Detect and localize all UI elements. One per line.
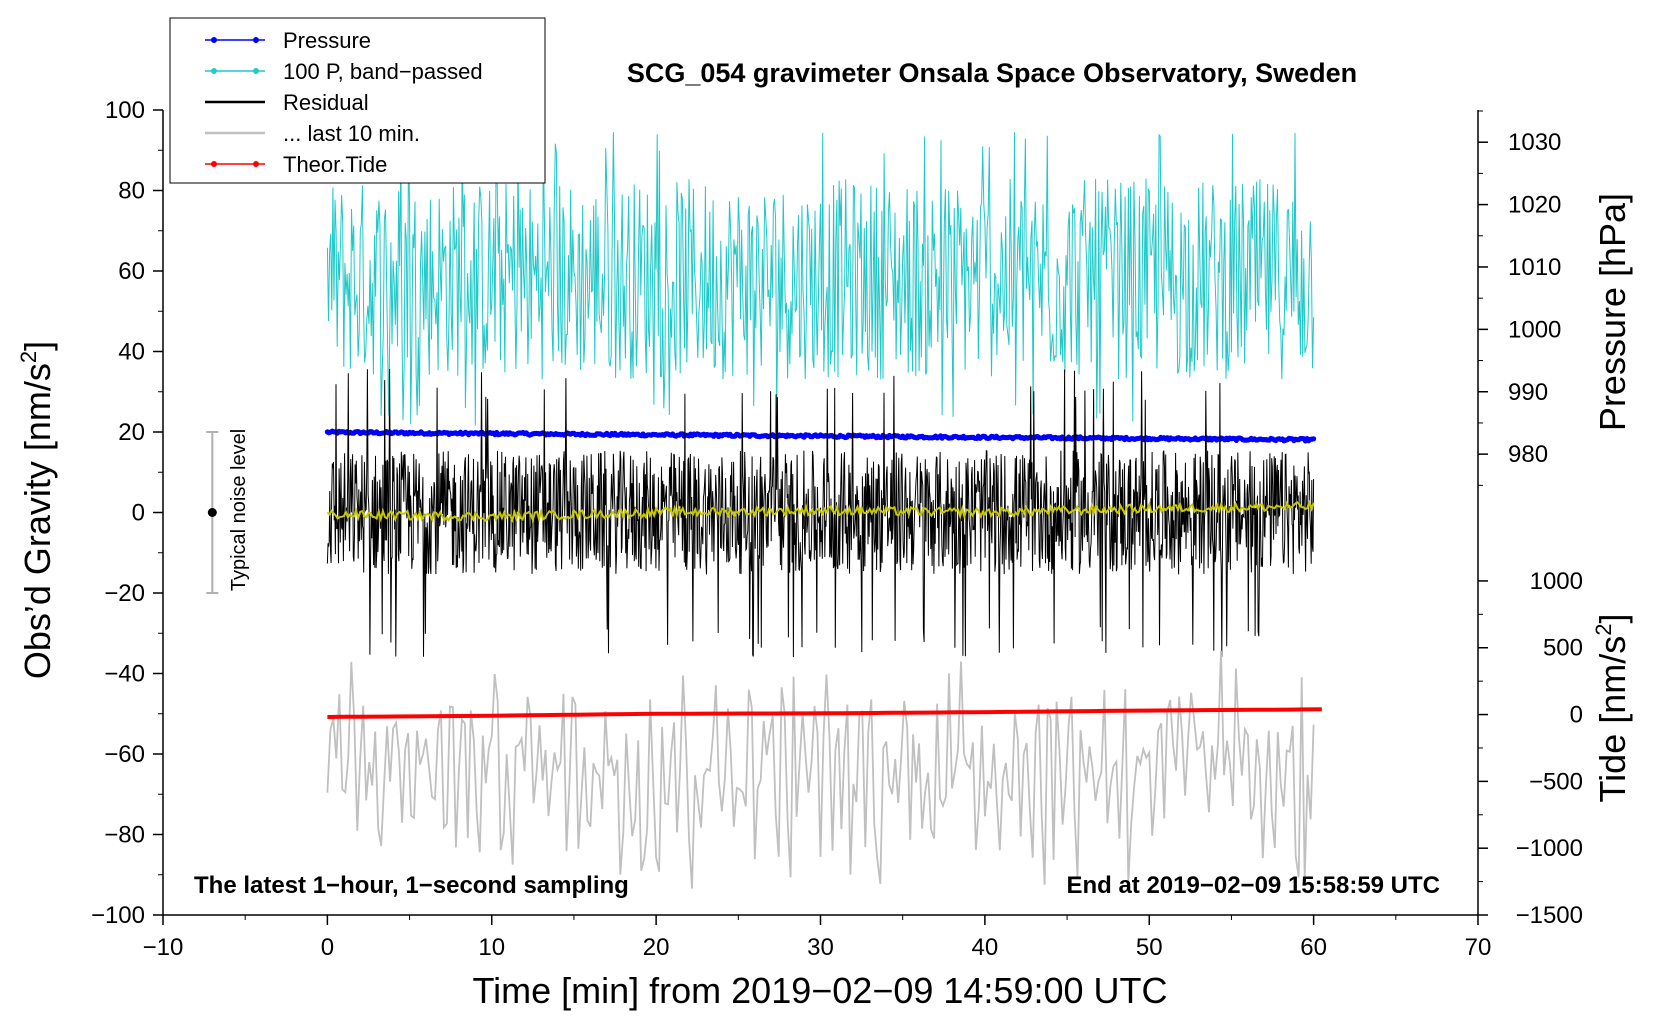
legend-swatch-dot <box>211 37 217 43</box>
y-axis-title-main: Obs’d Gravity [nm/s <box>17 363 58 679</box>
y-tick-label: −100 <box>91 902 145 929</box>
annotation-left: The latest 1−hour, 1−second sampling <box>194 872 629 899</box>
pressure-tick-label: 1000 <box>1508 316 1561 343</box>
noise-indicator: Typical noise level <box>206 429 250 594</box>
y-axis-title: Obs’d Gravity [nm/s2] <box>16 341 58 679</box>
tide-tick-label: 500 <box>1543 635 1583 662</box>
legend-box <box>169 17 546 184</box>
series-theor-tide-line <box>327 707 1322 719</box>
tide-tick-label: −1500 <box>1516 902 1583 929</box>
x-tick-label: −10 <box>143 934 184 961</box>
legend-swatch-dot <box>211 161 217 167</box>
noise-indicator-label: Typical noise level <box>228 429 250 591</box>
pressure-tick-label: 1030 <box>1508 129 1561 156</box>
tide-tick-label: −1000 <box>1516 835 1583 862</box>
y-tick-label: −20 <box>104 580 145 607</box>
legend-swatch-dot <box>211 68 217 74</box>
series-residual-line <box>326 368 1315 658</box>
axes-layer: −10 0 10 20 30 40 50 60 70−100−80−60−40−20020406… <box>91 97 1583 961</box>
legend-label: ... last 10 min. <box>283 121 420 146</box>
tide-axis-title: Tide [nm/s2] <box>1591 614 1633 803</box>
y-tick-label: −40 <box>104 661 145 688</box>
tide-axis-title-sup: 2 <box>1591 624 1616 636</box>
x-tick-label: 50 <box>1136 934 1163 961</box>
tide-axis-title-main: Tide [nm/s <box>1592 636 1633 803</box>
y-axis-title-tail: ] <box>17 341 58 351</box>
y-tick-label: 0 <box>132 500 145 527</box>
tide-axis-title-tail: ] <box>1592 614 1633 624</box>
legend-swatch-dot <box>253 161 259 167</box>
tide-tick-label: −500 <box>1529 768 1583 795</box>
pressure-tick-label: 990 <box>1508 379 1548 406</box>
series-residual-smoothed-line <box>326 499 1315 524</box>
x-tick-label: 30 <box>807 934 834 961</box>
tide-tick-label: 1000 <box>1530 568 1583 595</box>
chart-title: SCG_054 gravimeter Onsala Space Observat… <box>627 58 1357 88</box>
legend-entries: Pressure 100 P, band−passed Residual ... la… <box>205 28 483 177</box>
x-tick-label: 20 <box>643 934 670 961</box>
y-tick-label: 40 <box>118 339 145 366</box>
y-tick-label: 60 <box>118 258 145 285</box>
y-axis-title-sup: 2 <box>16 351 41 363</box>
legend-label: Theor.Tide <box>283 152 387 177</box>
pressure-tick-label: 1010 <box>1508 254 1561 281</box>
x-axis-title: Time [min] from 2019−02−09 14:59:00 UTC <box>472 970 1167 1011</box>
y-tick-label: 100 <box>105 97 145 124</box>
x-tick-label: 60 <box>1300 934 1327 961</box>
legend-swatch-dot <box>253 37 259 43</box>
legend-swatch-dot <box>253 68 259 74</box>
y-tick-label: −60 <box>104 741 145 768</box>
series-100-p-band-passed-line <box>326 132 1315 426</box>
annotation-right: End at 2019−02−09 15:58:59 UTC <box>1066 872 1440 899</box>
tide-tick-label: 0 <box>1570 702 1583 729</box>
y-tick-label: 20 <box>118 419 145 446</box>
legend: Pressure 100 P, band−passed Residual ... la… <box>169 17 546 184</box>
pressure-tick-label: 980 <box>1508 441 1548 468</box>
series-last-10-min-line <box>326 650 1315 889</box>
legend-label: 100 P, band−passed <box>283 59 483 84</box>
x-tick-label: 0 <box>321 934 334 961</box>
y-tick-label: −80 <box>104 822 145 849</box>
x-tick-label: 10 <box>478 934 505 961</box>
legend-label: Pressure <box>283 28 371 53</box>
data-layer <box>324 132 1322 889</box>
x-tick-label: 40 <box>972 934 999 961</box>
x-tick-label: 70 <box>1465 934 1492 961</box>
legend-label: Residual <box>283 90 369 115</box>
y-tick-label: 80 <box>118 178 145 205</box>
pressure-tick-label: 1020 <box>1508 192 1561 219</box>
pressure-axis-title: Pressure [hPa] <box>1592 193 1633 431</box>
series-pressure-point <box>1311 436 1317 442</box>
noise-indicator-center <box>207 508 217 517</box>
